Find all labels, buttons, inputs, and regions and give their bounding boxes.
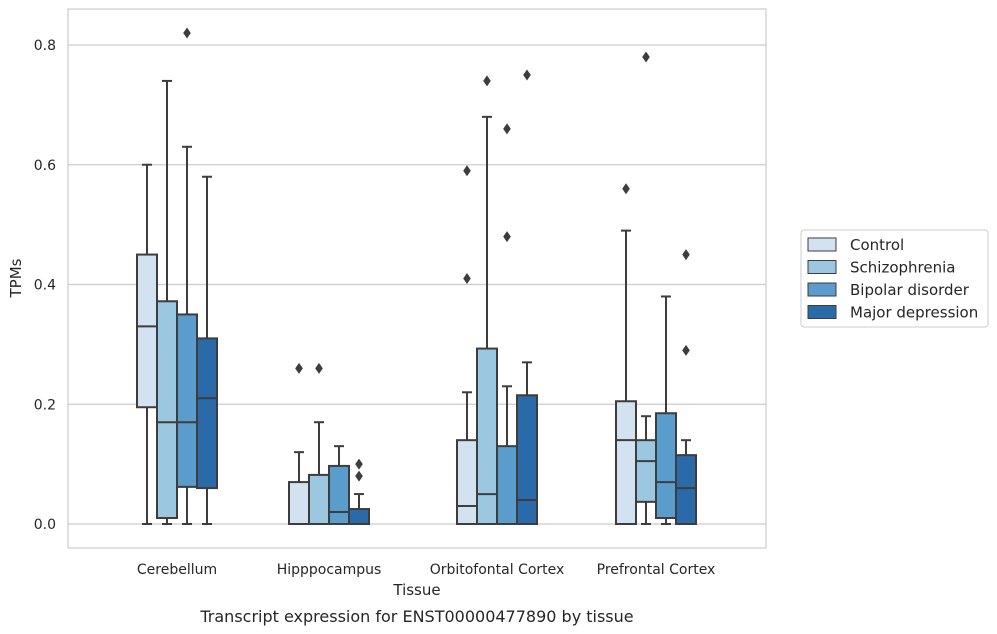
legend-swatch xyxy=(807,305,837,319)
box xyxy=(516,394,538,525)
y-tick-label: 0.4 xyxy=(34,278,56,294)
x-axis-ticks: Cerebellum Hipppocampus Orbitofontal Corte… xyxy=(137,562,715,578)
y-tick-label: 0.6 xyxy=(34,158,56,174)
y-axis-title: TPMs xyxy=(7,258,25,298)
outlier-point xyxy=(682,344,690,356)
outlier-point xyxy=(295,362,303,374)
y-axis-ticks: 0.0 0.2 0.4 0.6 0.8 xyxy=(34,38,56,533)
category-group xyxy=(136,27,218,525)
x-tick-label: Prefrontal Cortex xyxy=(597,562,716,578)
y-tick-label: 0.2 xyxy=(34,397,56,413)
x-tick-label: Hipppocampus xyxy=(277,562,382,578)
category-group xyxy=(615,51,697,526)
x-tick-label: Orbitofontal Cortex xyxy=(430,562,565,578)
legend-swatch xyxy=(807,260,837,274)
outlier-point xyxy=(622,183,630,195)
legend-label: Schizophrenia xyxy=(850,259,955,277)
box xyxy=(348,508,370,525)
box xyxy=(615,400,637,526)
box xyxy=(156,300,178,520)
box xyxy=(136,253,158,409)
x-tick-label: Cerebellum xyxy=(137,562,217,578)
legend-label: Bipolar disorder xyxy=(850,281,970,299)
outlier-point xyxy=(642,51,650,63)
outlier-point xyxy=(355,458,363,470)
box xyxy=(288,481,310,525)
outlier-point xyxy=(503,123,511,135)
outlier-point xyxy=(523,69,531,81)
legend-swatch xyxy=(807,237,837,252)
box xyxy=(496,445,518,526)
outlier-point xyxy=(682,249,690,261)
outlier-point xyxy=(355,470,363,482)
x-axis-title: Tissue xyxy=(392,581,440,599)
category-group xyxy=(288,362,370,526)
box xyxy=(456,439,478,525)
y-tick-label: 0.0 xyxy=(34,517,56,533)
box-groups xyxy=(136,27,697,526)
outlier-point xyxy=(463,273,471,285)
chart-caption: Transcript expression for ENST0000047789… xyxy=(199,607,633,626)
outlier-point xyxy=(315,362,323,374)
legend-frame xyxy=(800,229,989,328)
legend-swatch xyxy=(807,282,837,297)
outlier-point xyxy=(183,27,191,39)
outlier-point xyxy=(503,231,511,243)
outlier-point xyxy=(483,75,491,87)
legend-label: Major depression xyxy=(850,304,978,322)
box xyxy=(308,473,330,525)
legend-label: Control xyxy=(850,236,904,254)
box xyxy=(328,464,350,526)
box xyxy=(476,347,498,525)
legend: Control Schizophrenia Bipolar disorder Majo… xyxy=(800,229,989,328)
box xyxy=(675,454,697,525)
y-tick-label: 0.8 xyxy=(34,38,56,54)
box xyxy=(176,313,198,488)
outlier-point xyxy=(463,165,471,177)
box xyxy=(635,439,657,503)
box xyxy=(655,412,677,520)
box xyxy=(196,337,218,490)
category-group xyxy=(456,69,538,526)
